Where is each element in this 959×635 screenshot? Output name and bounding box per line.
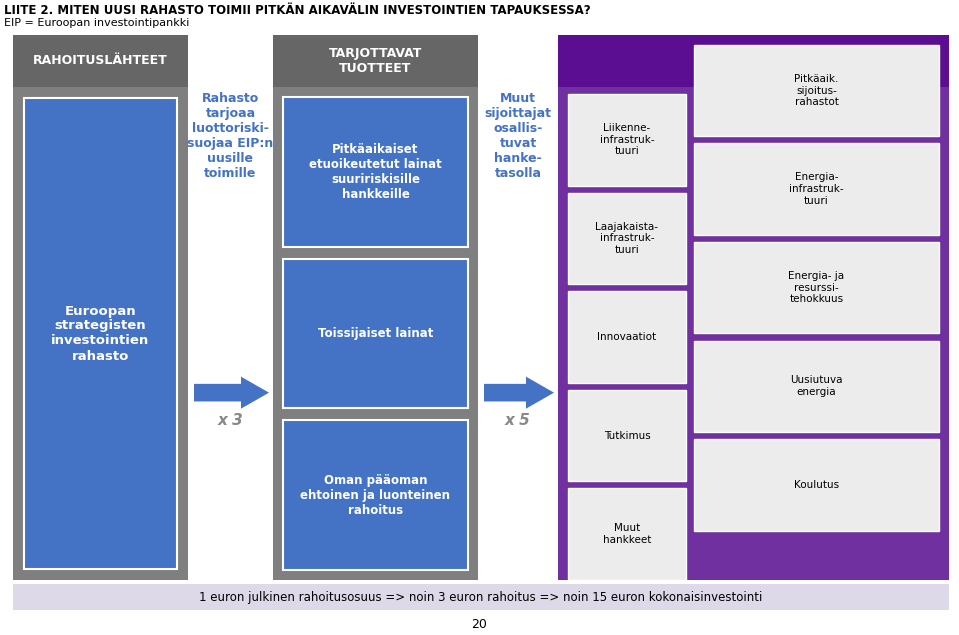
Text: Oman pääoman
ehtoinen ja luonteinen
rahoitus: Oman pääoman ehtoinen ja luonteinen raho… [300, 474, 451, 517]
Bar [558, 35, 949, 580]
Text: RAHOITUSLÄHTEET: RAHOITUSLÄHTEET [34, 55, 168, 67]
Bar [568, 390, 686, 481]
Bar [568, 291, 686, 383]
Bar [694, 340, 939, 432]
Text: Euroopan
strategisten
investointien
rahasto: Euroopan strategisten investointien raha… [52, 305, 150, 363]
Text: Muut
sijoittajat
osallis-
tuvat
hanke-
tasolla: Muut sijoittajat osallis- tuvat hanke- t… [484, 92, 551, 180]
Text: Toissijaiset lainat: Toissijaiset lainat [317, 327, 433, 340]
Bar [13, 35, 188, 87]
Bar [273, 35, 478, 580]
Bar [283, 258, 468, 408]
Text: Rahasto
tarjoaa
luottoriski-
suojaa EIP:n
uusille
toimille: Rahasto tarjoaa luottoriski- suojaa EIP:… [187, 92, 273, 180]
Bar [13, 35, 188, 580]
Bar [568, 94, 686, 185]
Text: x 5: x 5 [505, 413, 531, 428]
Bar [283, 420, 468, 570]
Text: Energia- ja
resurssi-
tehokkuus: Energia- ja resurssi- tehokkuus [788, 271, 845, 304]
Bar [273, 35, 478, 87]
Text: Muut
hankkeet: Muut hankkeet [603, 523, 651, 545]
Bar [568, 488, 686, 580]
Text: Pitkäaikaiset
etuoikeutetut lainat
suuririskisille
hankkeille: Pitkäaikaiset etuoikeutetut lainat suuri… [309, 143, 442, 201]
Bar [694, 242, 939, 333]
Text: Uusiutuva
energia: Uusiutuva energia [790, 375, 843, 397]
Text: LIITE 2. MITEN UUSI RAHASTO TOIMII PITKÄN AIKAVÄLIN INVESTOINTIEN TAPAUKSESSA?: LIITE 2. MITEN UUSI RAHASTO TOIMII PITKÄ… [4, 4, 591, 17]
Text: Innovaatiot: Innovaatiot [597, 332, 657, 342]
Text: x 3: x 3 [218, 413, 244, 428]
Text: EIP = Euroopan investointipankki: EIP = Euroopan investointipankki [4, 18, 189, 28]
Bar [694, 44, 939, 137]
Text: Tutkimus: Tutkimus [603, 431, 650, 441]
Text: TARJOTTAVAT
TUOTTEET: TARJOTTAVAT TUOTTEET [329, 47, 422, 75]
Text: TUENSAAJAT JA
HANKETYYPIT: TUENSAAJAT JA HANKETYYPIT [700, 47, 807, 75]
Bar [558, 35, 949, 87]
Text: Liikenne-
infrastruk-
tuuri: Liikenne- infrastruk- tuuri [599, 123, 654, 156]
Bar [13, 584, 949, 610]
Bar [24, 98, 177, 569]
Text: Energia-
infrastruk-
tuuri: Energia- infrastruk- tuuri [789, 173, 844, 206]
Bar [694, 439, 939, 531]
Polygon shape [194, 377, 269, 409]
Bar [283, 97, 468, 246]
Text: Laajakaista-
infrastruk-
tuuri: Laajakaista- infrastruk- tuuri [596, 222, 659, 255]
Text: 20: 20 [471, 618, 487, 631]
Text: 1 euron julkinen rahoitusosuus => noin 3 euron rahoitus => noin 15 euron kokonai: 1 euron julkinen rahoitusosuus => noin 3… [199, 591, 762, 603]
Bar [694, 144, 939, 235]
Text: Pitkäaik.
sijoitus-
rahastot: Pitkäaik. sijoitus- rahastot [794, 74, 839, 107]
Bar [568, 192, 686, 284]
Polygon shape [484, 377, 554, 409]
Text: Koulutus: Koulutus [794, 480, 839, 490]
